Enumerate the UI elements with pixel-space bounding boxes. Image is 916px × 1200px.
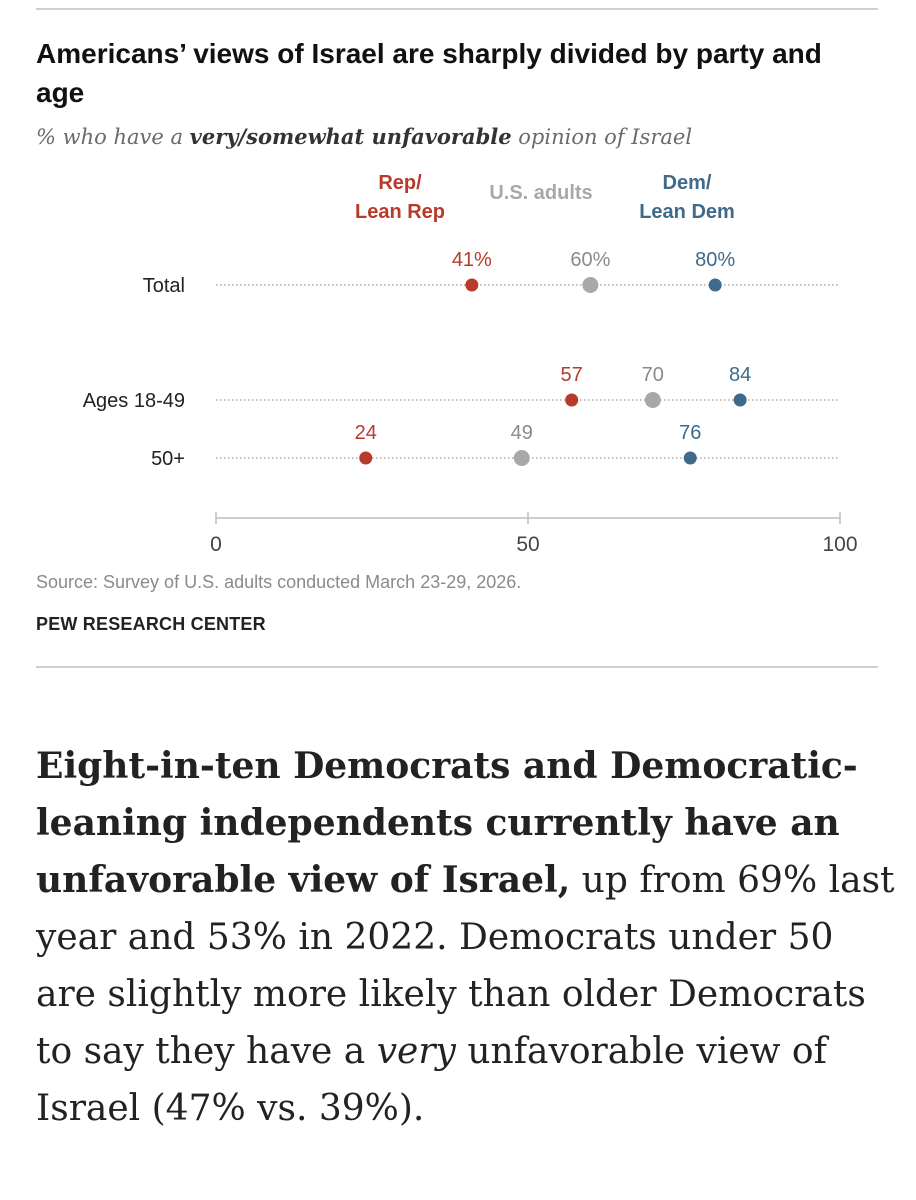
value-label-us: 49 [511, 422, 533, 444]
legend-us: U.S. adults [489, 182, 592, 204]
x-tick-label: 50 [516, 533, 539, 556]
paragraph-text-1: up from 69% last year and 53% in 2022. D… [36, 860, 895, 1072]
dot-rep [465, 278, 479, 292]
subtitle-suffix: opinion of Israel [511, 125, 693, 149]
subtitle-prefix: % who have a [36, 125, 190, 149]
dot-rep [565, 393, 579, 407]
dot-dem [733, 393, 747, 407]
dot-rep [359, 451, 373, 465]
x-tick-label: 100 [822, 533, 857, 556]
x-tick-label: 0 [210, 533, 222, 556]
subtitle-emphasis: very/somewhat unfavorable [189, 124, 512, 149]
article-paragraph: Eight-in-ten Democrats and Democratic-le… [36, 738, 896, 1137]
dot-us [513, 450, 530, 466]
bottom-divider [36, 666, 878, 668]
value-label-rep: 41% [452, 249, 492, 271]
category-label: Total [143, 275, 185, 297]
value-label-rep: 24 [355, 422, 377, 444]
value-label-dem: 76 [679, 422, 701, 444]
category-label: 50+ [151, 448, 185, 470]
brand-credit: PEW RESEARCH CENTER [36, 614, 266, 634]
chart-subtitle: % who have a very/somewhat unfavorable o… [36, 124, 692, 149]
paragraph-lead: Eight-in-ten Democrats and Democratic-le… [36, 745, 858, 901]
chart-title: Americans’ views of Israel are sharply d… [36, 38, 822, 108]
value-label-us: 60% [570, 249, 610, 271]
paragraph-text-2: unfavorable view of Israel (47% vs. 39%)… [36, 1031, 827, 1129]
value-label-rep: 57 [561, 364, 583, 386]
value-label-dem: 84 [729, 364, 751, 386]
dot-us [644, 392, 661, 408]
dot-dem [708, 278, 722, 292]
value-label-us: 70 [642, 364, 664, 386]
source-note: Source: Survey of U.S. adults conducted … [36, 572, 522, 592]
dot-dem [683, 451, 697, 465]
legend-dem: Dem/Lean Dem [639, 172, 735, 223]
paragraph-emphasis: very [376, 1031, 456, 1072]
dot-us [582, 277, 599, 293]
category-label: Ages 18-49 [83, 390, 185, 412]
value-label-dem: 80% [695, 249, 735, 271]
dot-plot: Rep/Lean Rep U.S. adults Dem/Lean Dem Total… [83, 172, 858, 556]
top-divider [36, 8, 878, 10]
legend-rep: Rep/Lean Rep [355, 172, 445, 223]
